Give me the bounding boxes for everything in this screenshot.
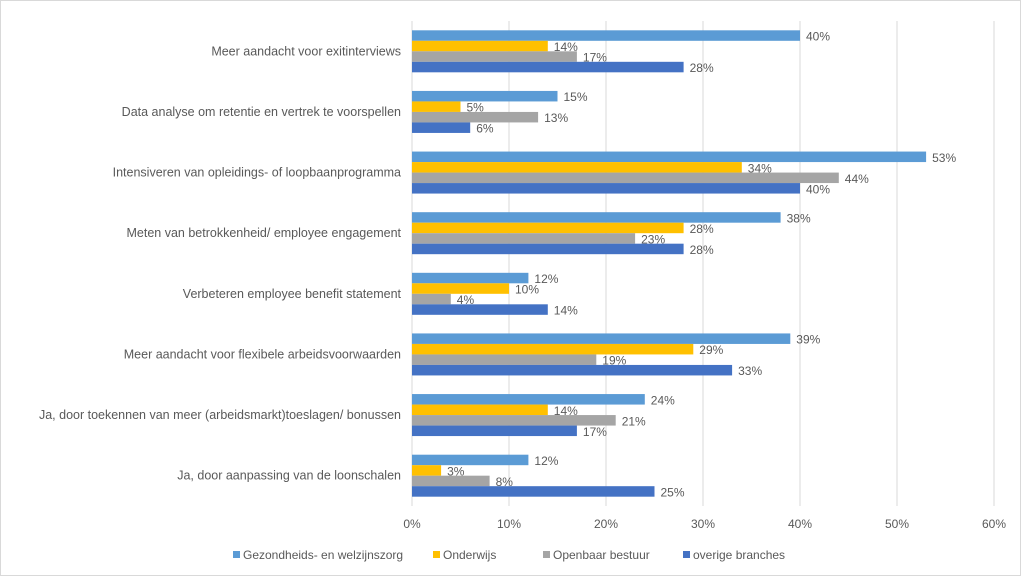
data-label: 12% bbox=[534, 454, 558, 468]
bar bbox=[412, 233, 636, 244]
data-label: 3% bbox=[447, 464, 465, 478]
x-tick-label: 10% bbox=[497, 517, 521, 531]
bar bbox=[412, 61, 684, 73]
category-label: Meer aandacht voor exitinterviews bbox=[211, 44, 401, 58]
data-label: 6% bbox=[476, 122, 494, 136]
data-label: 24% bbox=[651, 393, 675, 407]
category-label: Data analyse om retentie en vertrek te v… bbox=[122, 105, 401, 119]
data-label: 13% bbox=[544, 111, 568, 125]
category-label: Intensiveren van opleidings- of loopbaan… bbox=[113, 166, 401, 180]
bar bbox=[412, 30, 800, 41]
category-label: Ja, door aanpassing van de loonschalen bbox=[177, 469, 401, 483]
data-label: 44% bbox=[845, 172, 869, 186]
bar bbox=[412, 293, 451, 305]
data-label: 14% bbox=[554, 404, 578, 418]
data-label: 34% bbox=[748, 161, 772, 175]
bar bbox=[412, 425, 577, 437]
data-label: 14% bbox=[554, 40, 578, 54]
legend-label: Gezondheids- en welzijnszorg bbox=[243, 548, 403, 562]
category-label: Ja, door toekennen van meer (arbeidsmark… bbox=[39, 408, 401, 422]
data-label: 23% bbox=[641, 232, 665, 246]
bar bbox=[412, 122, 471, 133]
data-label: 33% bbox=[738, 364, 762, 378]
data-label: 28% bbox=[690, 243, 714, 257]
bar bbox=[412, 465, 442, 476]
data-label: 28% bbox=[690, 61, 714, 75]
data-label: 40% bbox=[806, 182, 830, 196]
category-label: Verbeteren employee benefit statement bbox=[183, 287, 402, 301]
data-label: 8% bbox=[496, 475, 514, 489]
data-label: 38% bbox=[787, 211, 811, 225]
bar bbox=[412, 454, 529, 466]
data-label: 10% bbox=[515, 283, 539, 297]
bar bbox=[412, 111, 539, 123]
x-tick-label: 40% bbox=[788, 517, 812, 531]
bar bbox=[412, 40, 548, 52]
bar bbox=[412, 101, 461, 112]
data-label: 12% bbox=[534, 272, 558, 286]
bar bbox=[412, 343, 694, 355]
x-tick-label: 0% bbox=[403, 517, 421, 531]
data-label: 19% bbox=[602, 354, 626, 368]
data-label: 40% bbox=[806, 30, 830, 44]
bar bbox=[412, 90, 558, 102]
bar bbox=[412, 394, 645, 405]
data-label: 14% bbox=[554, 304, 578, 318]
bar bbox=[412, 475, 490, 487]
bar bbox=[412, 272, 529, 284]
bar bbox=[412, 333, 791, 344]
bar bbox=[412, 222, 684, 234]
bar bbox=[412, 183, 800, 194]
data-label: 28% bbox=[690, 222, 714, 236]
data-label: 15% bbox=[564, 90, 588, 104]
bar bbox=[412, 162, 742, 173]
x-tick-label: 60% bbox=[982, 517, 1006, 531]
legend-swatch bbox=[433, 551, 440, 558]
bar bbox=[412, 51, 577, 62]
bar bbox=[412, 283, 509, 294]
legend-swatch bbox=[683, 551, 690, 558]
data-label: 53% bbox=[932, 151, 956, 165]
data-label: 39% bbox=[796, 333, 820, 347]
data-label: 17% bbox=[583, 51, 607, 65]
bar bbox=[412, 364, 733, 376]
data-label: 29% bbox=[699, 343, 723, 357]
bar bbox=[412, 404, 548, 416]
legend-label: overige branches bbox=[693, 548, 785, 562]
bar bbox=[412, 415, 616, 426]
legend-label: Onderwijs bbox=[443, 548, 496, 562]
legend-swatch bbox=[543, 551, 550, 558]
data-label: 21% bbox=[622, 414, 646, 428]
bar bbox=[412, 172, 839, 184]
x-tick-label: 50% bbox=[885, 517, 909, 531]
legend-label: Openbaar bestuur bbox=[553, 548, 650, 562]
category-label: Meer aandacht voor flexibele arbeidsvoor… bbox=[124, 347, 401, 361]
legend-swatch bbox=[233, 551, 240, 558]
bar bbox=[412, 304, 548, 315]
data-label: 5% bbox=[467, 101, 485, 115]
bar bbox=[412, 354, 597, 365]
bar bbox=[412, 212, 781, 223]
bar bbox=[412, 243, 684, 255]
category-label: Meten van betrokkenheid/ employee engage… bbox=[127, 226, 402, 240]
data-label: 25% bbox=[661, 485, 685, 499]
x-tick-label: 30% bbox=[691, 517, 715, 531]
x-tick-label: 20% bbox=[594, 517, 618, 531]
data-label: 17% bbox=[583, 425, 607, 439]
bar bbox=[412, 486, 655, 497]
data-label: 4% bbox=[457, 293, 475, 307]
bar bbox=[412, 151, 927, 163]
